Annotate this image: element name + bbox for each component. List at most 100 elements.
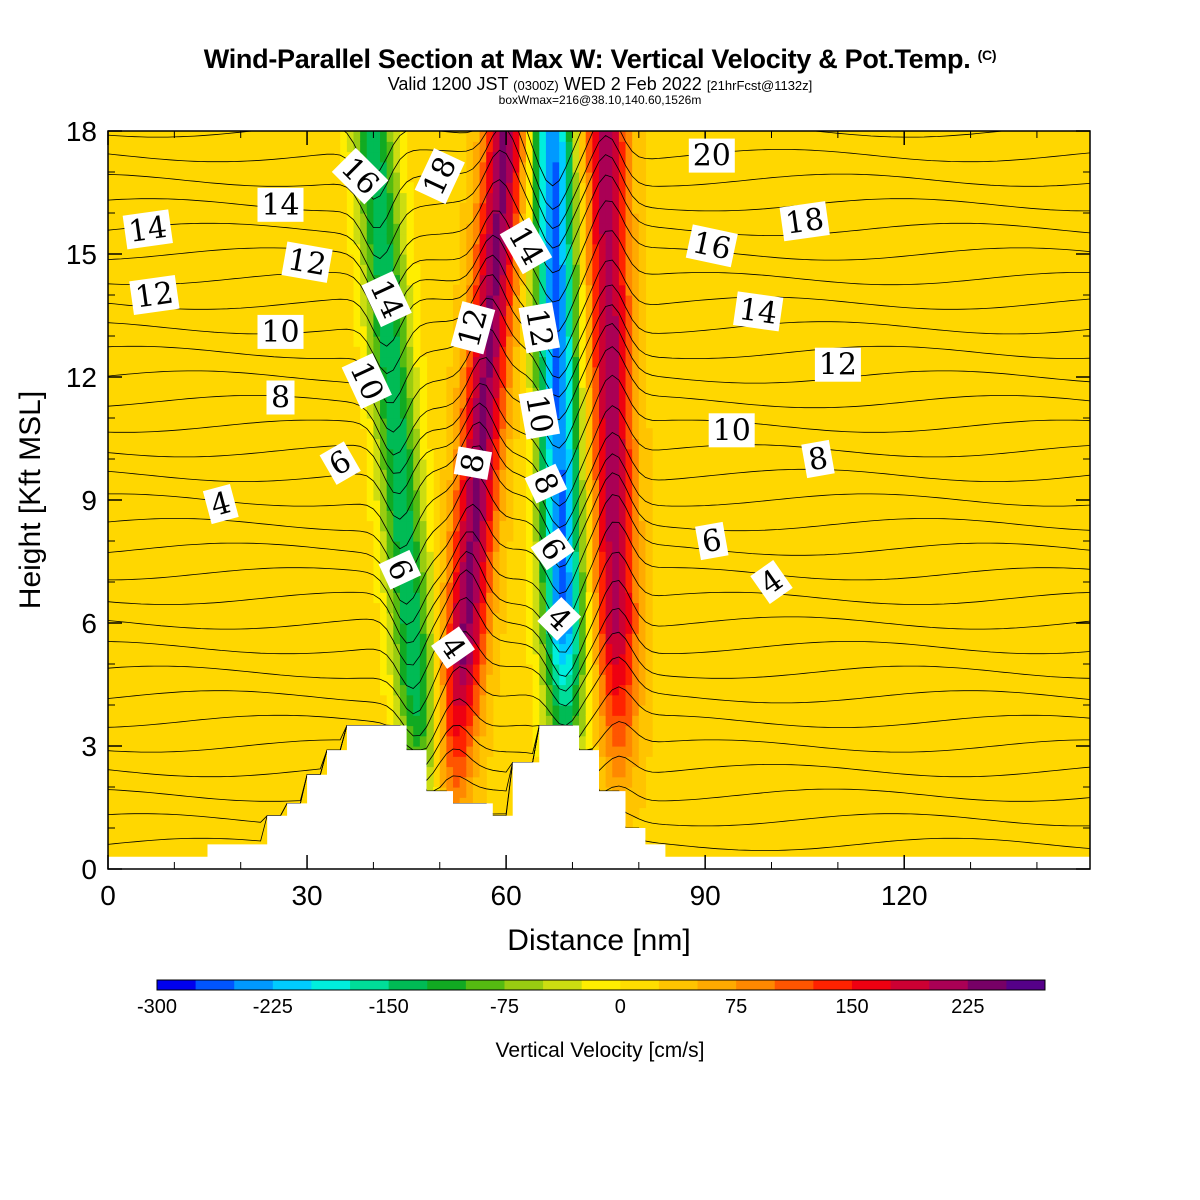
velocity-cell [512,264,520,276]
velocity-cell [605,694,613,706]
velocity-cell [599,664,607,675]
velocity-cell [459,705,467,716]
velocity-cell [373,202,381,214]
velocity-cell [572,438,580,450]
velocity-cell [492,346,501,358]
velocity-cell [413,664,421,675]
velocity-cell [599,202,607,214]
velocity-cell [426,725,434,737]
velocity-cell [386,141,394,153]
velocity-cell [413,346,421,358]
velocity-cell [353,202,361,214]
velocity-cell [605,500,613,511]
velocity-cell [486,387,494,399]
velocity-cell [459,254,467,265]
velocity-cell [459,489,467,501]
velocity-cell [638,766,647,778]
velocity-cell [499,295,507,306]
velocity-cell [386,643,394,655]
velocity-cell [605,530,613,542]
velocity-cell [632,612,640,624]
velocity-cell [572,407,580,419]
theta-contour-line [108,323,1090,433]
velocity-cell [539,500,547,511]
velocity-cell [618,602,627,614]
velocity-cell [459,428,467,440]
velocity-cell [479,254,487,265]
velocity-cell [618,141,627,153]
velocity-cell [599,571,607,583]
velocity-cell [592,182,600,194]
velocity-cell [393,592,401,604]
velocity-cell [360,141,368,153]
velocity-cell [625,151,633,163]
contour-label-box [341,353,392,410]
velocity-cell [539,633,547,645]
velocity-cell [612,746,620,757]
velocity-cell [393,694,401,706]
velocity-cell [625,756,633,768]
velocity-cell [466,213,474,224]
velocity-cell [506,264,514,276]
velocity-cell [526,643,534,655]
velocity-cell [526,459,534,470]
velocity-cell [625,623,633,634]
velocity-cell [406,346,414,358]
velocity-cell [572,510,580,522]
velocity-cell [439,766,447,778]
velocity-cell [399,438,408,450]
velocity-cell [625,479,633,491]
velocity-cell [565,653,574,665]
contour-label: 14 [733,291,784,332]
velocity-cell [565,325,574,337]
velocity-cell [625,469,633,481]
velocity-cell [453,366,461,378]
velocity-cell [625,192,633,204]
velocity-cell [539,192,547,204]
theta-contour-line [108,131,1007,187]
velocity-cell [413,684,421,696]
velocity-cell [618,223,627,235]
velocity-cell [632,172,640,183]
velocity-cell [453,500,461,511]
velocity-cell [492,582,501,593]
velocity-cell [360,274,368,286]
velocity-cell [618,643,627,655]
velocity-cell [585,418,593,429]
velocity-cell [565,571,574,583]
velocity-cell [453,387,461,399]
colorbar-swatch [890,980,930,990]
velocity-cell [506,295,514,306]
velocity-cell [605,377,613,388]
velocity-cell [645,489,653,501]
velocity-cell [386,500,394,511]
velocity-cell [399,387,408,399]
velocity-cell [632,756,640,768]
velocity-cell [399,684,408,696]
velocity-cell [439,664,447,675]
velocity-cell [618,182,627,194]
velocity-cell [599,705,607,716]
velocity-cell [492,428,501,440]
velocity-cell [386,489,394,501]
velocity-cell [625,233,633,245]
velocity-cell [492,325,501,337]
velocity-cell [559,664,567,675]
velocity-cell [393,141,401,153]
velocity-cell [565,407,574,419]
velocity-cell [532,202,540,214]
velocity-cell [519,274,527,286]
velocity-cell [632,284,640,296]
velocity-cell [545,674,554,686]
velocity-cell [459,735,467,747]
velocity-cell [413,428,421,440]
velocity-cell [492,592,501,604]
velocity-cell [605,202,613,214]
velocity-cell [552,254,560,265]
velocity-cell [539,520,547,532]
velocity-cell [539,530,547,542]
velocity-cell [612,633,620,645]
velocity-cell [506,387,514,399]
velocity-cell [532,366,540,378]
velocity-cell [399,592,408,604]
